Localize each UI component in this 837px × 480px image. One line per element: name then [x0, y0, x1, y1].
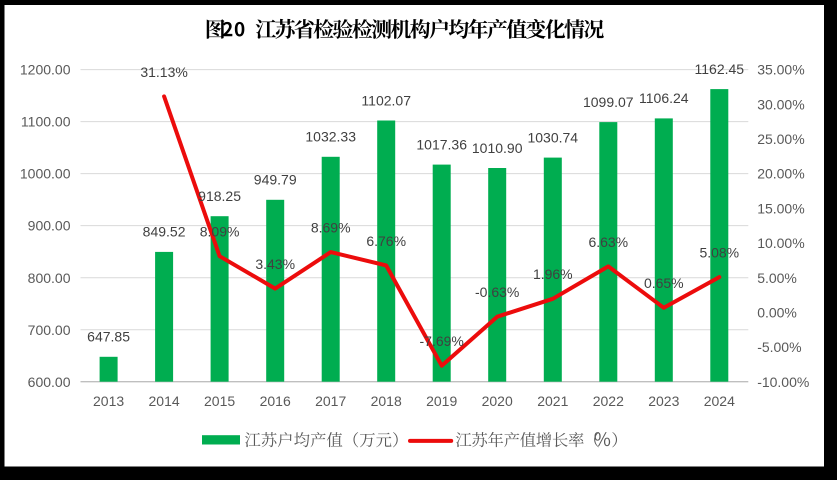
svg-text:2024: 2024: [704, 393, 735, 409]
svg-text:35.00%: 35.00%: [757, 62, 804, 78]
svg-text:1032.33: 1032.33: [305, 129, 356, 145]
svg-text:-5.00%: -5.00%: [757, 339, 801, 355]
svg-text:30.00%: 30.00%: [757, 96, 804, 112]
svg-text:600.00: 600.00: [28, 374, 71, 390]
svg-text:-0.63%: -0.63%: [475, 284, 519, 300]
svg-text:10.00%: 10.00%: [757, 235, 804, 251]
svg-text:949.79: 949.79: [254, 172, 297, 188]
svg-text:0.65%: 0.65%: [644, 275, 684, 291]
svg-text:2014: 2014: [149, 393, 180, 409]
svg-text:2021: 2021: [537, 393, 568, 409]
svg-text:1017.36: 1017.36: [416, 136, 467, 152]
svg-text:-10.00%: -10.00%: [757, 374, 809, 390]
svg-text:2013: 2013: [93, 393, 124, 409]
svg-text:-7.69%: -7.69%: [420, 333, 464, 349]
svg-text:1100.00: 1100.00: [21, 114, 71, 130]
svg-text:800.00: 800.00: [28, 270, 71, 286]
svg-text:1099.07: 1099.07: [583, 94, 634, 110]
svg-text:2015: 2015: [204, 393, 235, 409]
svg-text:1162.45: 1162.45: [695, 61, 745, 77]
svg-text:1010.90: 1010.90: [472, 140, 523, 156]
svg-text:1200.00: 1200.00: [20, 62, 71, 78]
svg-text:700.00: 700.00: [28, 322, 71, 338]
svg-text:2017: 2017: [315, 393, 346, 409]
svg-text:849.52: 849.52: [143, 224, 186, 240]
svg-text:1106.24: 1106.24: [639, 90, 689, 106]
svg-text:8.69%: 8.69%: [311, 220, 351, 236]
svg-text:5.08%: 5.08%: [699, 245, 739, 261]
svg-text:2020: 2020: [482, 393, 513, 409]
svg-text:900.00: 900.00: [28, 218, 71, 234]
svg-text:2022: 2022: [593, 393, 624, 409]
svg-text:2019: 2019: [426, 393, 457, 409]
svg-text:1030.74: 1030.74: [527, 129, 578, 145]
svg-text:2023: 2023: [648, 393, 679, 409]
svg-text:15.00%: 15.00%: [757, 200, 804, 216]
svg-text:31.13%: 31.13%: [140, 64, 187, 80]
svg-text:5.00%: 5.00%: [757, 270, 797, 286]
svg-text:2018: 2018: [371, 393, 402, 409]
svg-text:25.00%: 25.00%: [757, 131, 804, 147]
svg-text:1000.00: 1000.00: [20, 166, 71, 182]
svg-text:1102.07: 1102.07: [361, 92, 411, 108]
svg-text:6.76%: 6.76%: [366, 233, 406, 249]
svg-text:1.96%: 1.96%: [533, 266, 573, 282]
svg-text:8.09%: 8.09%: [200, 224, 240, 240]
svg-text:6.63%: 6.63%: [588, 234, 628, 250]
svg-text:2016: 2016: [260, 393, 291, 409]
svg-text:647.85: 647.85: [87, 329, 130, 345]
svg-text:918.25: 918.25: [198, 188, 241, 204]
svg-text:0.00%: 0.00%: [757, 304, 797, 320]
svg-text:20.00%: 20.00%: [757, 166, 804, 182]
svg-text:3.43%: 3.43%: [255, 256, 295, 272]
